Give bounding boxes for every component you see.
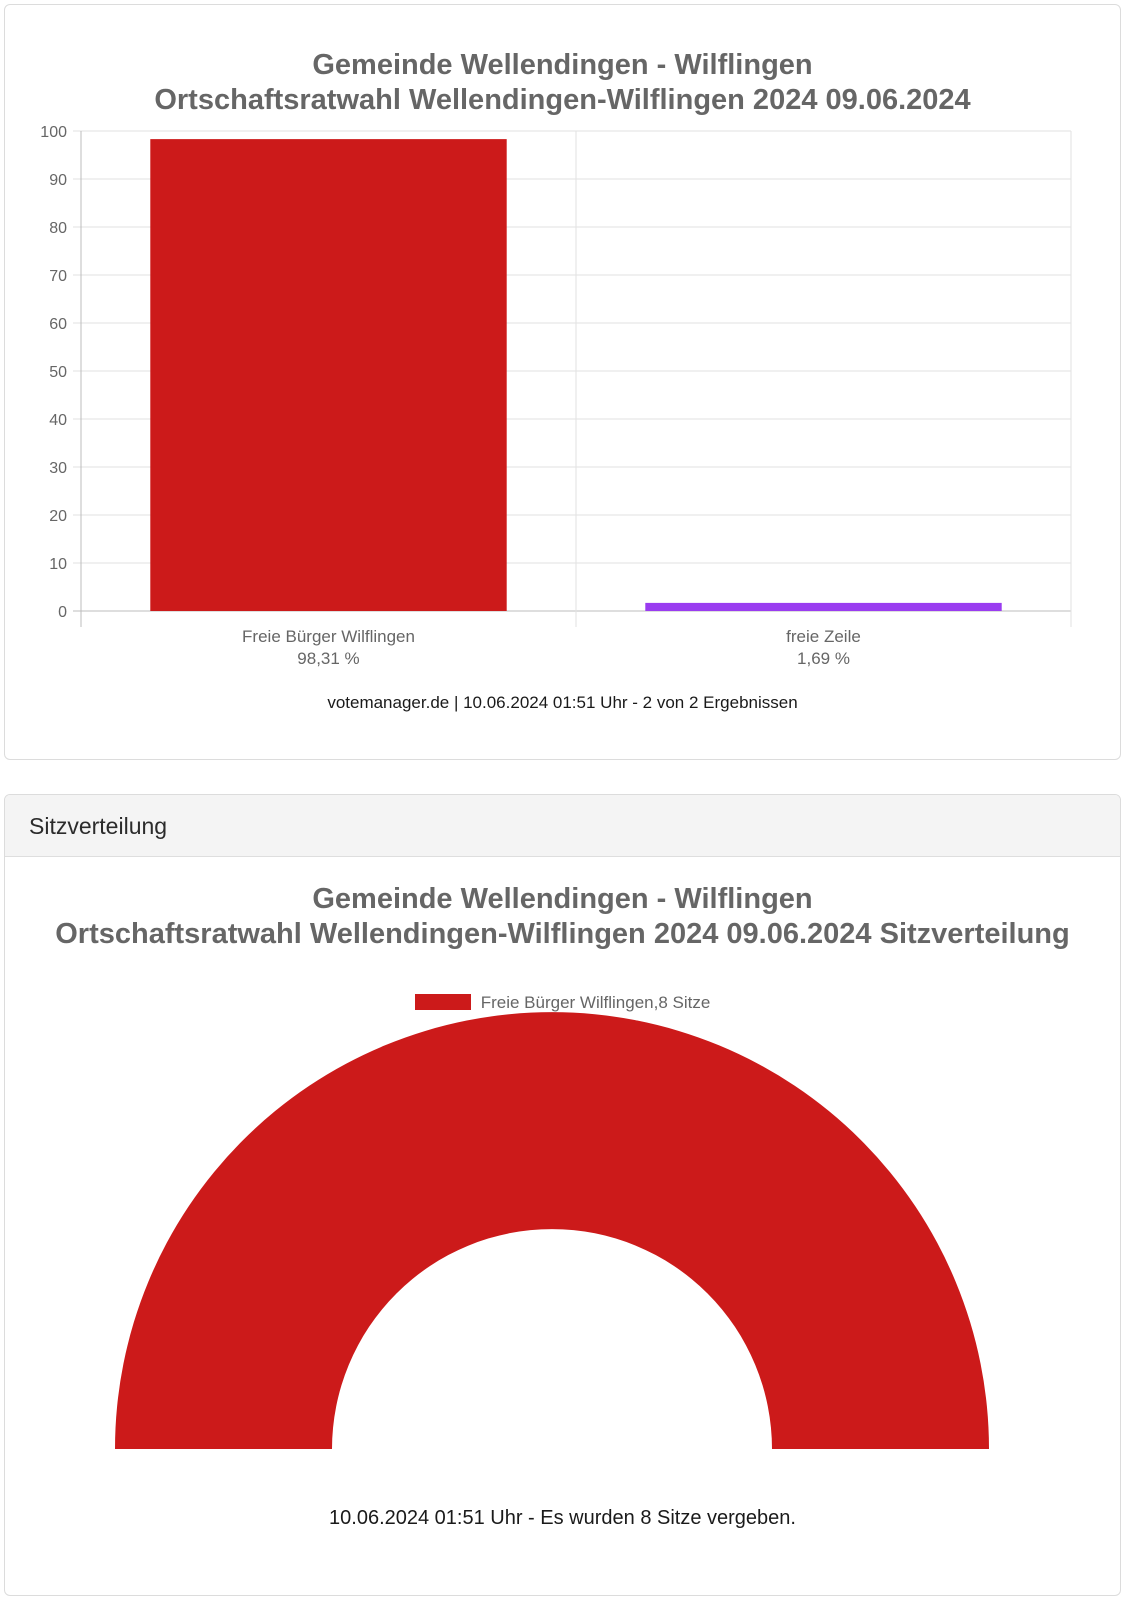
bar-chart: 0 10 20 30 40 50 60 70 80 90 100 Freie Bürger Wilfl… (40, 124, 1072, 668)
card-header-title: Sitzverteilung (29, 813, 168, 839)
x-category-percentage: 98,31 % (297, 649, 359, 668)
y-tick-label: 80 (49, 220, 67, 237)
legend-swatch (414, 994, 471, 1010)
y-tick-label: 10 (49, 556, 67, 573)
seat-distribution-card: Sitzverteilung Gemeinde Wellendingen - W… (4, 794, 1121, 1596)
seat-chart-title-line1: Gemeinde Wellendingen - Wilflingen (312, 883, 813, 915)
card-header: Sitzverteilung (5, 795, 1120, 857)
y-tick-label: 90 (49, 172, 67, 189)
y-tick-label: 70 (49, 268, 67, 285)
x-category-label: freie Zeile (786, 627, 861, 646)
bar-2[interactable] (645, 602, 1002, 611)
seat-chart-legend[interactable]: Freie Bürger Wilflingen,8 Sitze (5, 993, 1120, 1013)
seats-footer: 10.06.2024 01:51 Uhr - Es wurden 8 Sitze… (329, 1507, 796, 1529)
seat-chart-title-line2: Ortschaftsratwahl Wellendingen-Wilflinge… (55, 918, 1070, 950)
legend-label: Freie Bürger Wilflingen,8 Sitze (480, 993, 711, 1012)
y-tick-label: 30 (49, 460, 67, 477)
y-tick-label: 20 (49, 508, 67, 525)
seat-segment-1[interactable] (115, 1012, 989, 1449)
seat-chart (115, 1012, 989, 1449)
y-tick-label: 0 (58, 604, 67, 621)
results-card: Gemeinde Wellendingen - Wilflingen Ortsc… (4, 4, 1121, 760)
y-tick-label: 60 (49, 316, 67, 333)
x-category-percentage: 1,69 % (797, 649, 850, 668)
x-category-label: Freie Bürger Wilflingen (242, 627, 415, 646)
bar-chart-title-line2: Ortschaftsratwahl Wellendingen-Wilflinge… (154, 84, 971, 116)
results-footer: votemanager.de | 10.06.2024 01:51 Uhr - … (327, 693, 798, 712)
y-tick-label: 40 (49, 412, 67, 429)
bar-chart-title-line1: Gemeinde Wellendingen - Wilflingen (312, 49, 813, 81)
y-tick-label: 100 (40, 124, 67, 141)
bar-1[interactable] (150, 139, 507, 611)
y-tick-label: 50 (49, 364, 67, 381)
